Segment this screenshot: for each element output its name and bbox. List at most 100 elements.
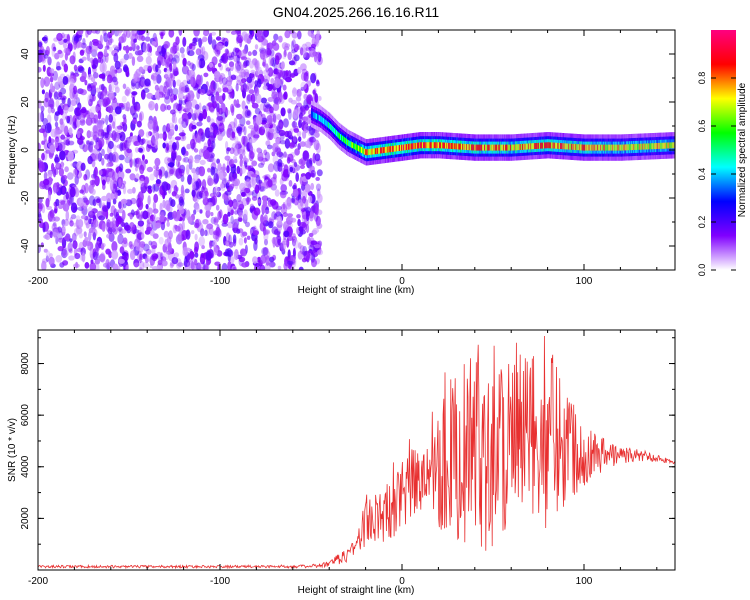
heatmap-cell xyxy=(271,226,279,235)
heatmap-cell xyxy=(355,143,357,150)
heatmap-cell xyxy=(497,144,499,151)
heatmap-cell xyxy=(341,134,343,141)
heatmap-cell xyxy=(45,250,51,261)
heatmap-cell xyxy=(207,253,215,259)
heatmap-cell xyxy=(274,146,281,156)
heatmap-cell xyxy=(99,34,103,45)
heatmap-cell xyxy=(243,126,247,136)
heatmap-cell xyxy=(286,238,290,248)
heatmap-cell xyxy=(205,263,209,270)
heatmap-cell xyxy=(546,142,548,149)
heatmap-cell xyxy=(491,144,493,151)
heatmap-cell xyxy=(300,63,307,71)
heatmap-cell xyxy=(196,206,200,212)
heatmap-cell xyxy=(293,197,299,206)
heatmap-cell xyxy=(141,234,145,239)
heatmap-cell xyxy=(62,186,66,195)
heatmap-cell xyxy=(266,49,272,56)
heatmap-cell xyxy=(198,112,204,121)
heatmap-cell xyxy=(376,148,378,154)
heatmap-cell xyxy=(62,260,69,266)
heatmap-cell xyxy=(425,142,427,149)
heatmap-cell xyxy=(314,210,319,215)
heatmap-cell xyxy=(318,114,320,121)
heatmap-cell xyxy=(227,205,231,212)
heatmap-cell xyxy=(48,253,53,258)
heatmap-cell xyxy=(162,199,166,209)
heatmap-cell xyxy=(379,147,381,154)
heatmap-cell xyxy=(129,157,133,168)
heatmap-cell xyxy=(147,185,152,190)
heatmap-cell xyxy=(362,147,364,154)
heatmap-cell xyxy=(273,213,278,220)
heatmap-cell xyxy=(43,234,49,239)
heatmap-cell xyxy=(286,256,291,263)
heatmap-cell xyxy=(208,84,216,94)
heatmap-cell xyxy=(197,54,205,62)
heatmap-cell xyxy=(216,115,223,121)
heatmap-cell xyxy=(147,65,152,74)
heatmap-cell xyxy=(261,195,269,202)
heatmap-cell xyxy=(211,140,216,150)
heatmap-cell xyxy=(144,78,151,87)
heatmap-cell xyxy=(233,266,237,270)
heatmap-cell xyxy=(89,93,95,103)
heatmap-cell xyxy=(195,48,202,56)
heatmap-cell xyxy=(298,226,304,232)
heatmap-cell xyxy=(208,226,214,236)
heatmap-cell xyxy=(458,143,460,150)
heatmap-cell xyxy=(149,173,155,181)
heatmap-cell xyxy=(532,143,534,150)
heatmap-cell xyxy=(129,30,136,41)
heatmap-cell xyxy=(114,187,121,194)
heatmap-cell xyxy=(41,261,47,270)
heatmap-cell xyxy=(139,253,142,264)
heatmap-cell xyxy=(121,95,127,103)
heatmap-cell xyxy=(198,148,205,157)
heatmap-cell xyxy=(228,234,232,246)
heatmap-cell xyxy=(516,144,518,151)
heatmap-cell xyxy=(251,196,258,201)
heatmap-cell xyxy=(251,160,258,167)
heatmap-cell xyxy=(141,154,145,161)
heatmap-cell xyxy=(486,144,488,151)
heatmap-cell xyxy=(402,144,404,151)
heatmap-cell xyxy=(277,215,283,226)
heatmap-cell xyxy=(194,158,200,164)
heatmap-cell xyxy=(439,142,441,149)
heatmap-cell xyxy=(263,30,269,38)
heatmap-cell xyxy=(253,134,260,139)
heatmap-cell xyxy=(96,242,100,250)
heatmap-cell xyxy=(517,144,519,151)
heatmap-cell xyxy=(227,221,233,229)
heatmap-cell xyxy=(79,114,84,121)
heatmap-cell xyxy=(63,125,69,136)
heatmap-cell xyxy=(249,30,253,35)
heatmap-cell xyxy=(221,103,226,114)
heatmap-cell xyxy=(52,182,60,193)
heatmap-cell xyxy=(525,143,527,150)
heatmap-cell xyxy=(207,34,213,45)
heatmap-cell xyxy=(483,144,485,151)
heatmap-cell xyxy=(134,147,139,153)
heatmap-cell xyxy=(292,247,296,259)
heatmap-cell xyxy=(93,219,99,228)
heatmap-cell xyxy=(129,173,136,181)
heatmap-cell xyxy=(252,230,259,236)
heatmap-cell xyxy=(266,42,274,50)
heatmap-cell xyxy=(673,142,675,149)
heatmap-cell xyxy=(130,197,137,205)
heatmap-cell xyxy=(106,74,113,84)
heatmap-cell xyxy=(235,34,240,45)
heatmap-cell xyxy=(452,143,454,150)
heatmap-cell xyxy=(160,252,164,261)
heatmap-cell xyxy=(315,142,321,154)
heatmap-cell xyxy=(258,126,266,136)
heatmap-cell xyxy=(667,142,669,149)
heatmap-cell xyxy=(152,255,158,262)
heatmap-cell xyxy=(79,119,86,126)
heatmap-cell xyxy=(210,31,217,36)
heatmap-cell xyxy=(280,240,286,252)
heatmap-cell xyxy=(169,168,174,175)
heatmap-cell xyxy=(81,56,87,61)
